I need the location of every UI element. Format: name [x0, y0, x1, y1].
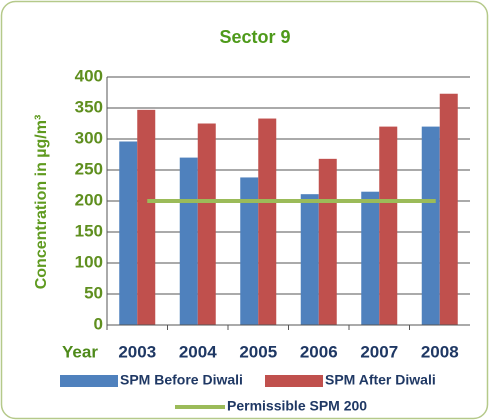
- legend-label: SPM After Diwali: [325, 372, 436, 388]
- y-axis-label: Concentration in µg/m³: [33, 115, 50, 290]
- bar: [379, 126, 398, 325]
- y-tick-label: 300: [75, 128, 103, 147]
- legend-label: Permissible SPM 200: [227, 398, 367, 414]
- y-tick-label: 200: [75, 190, 103, 209]
- bar: [119, 141, 138, 325]
- y-tick-label: 250: [75, 159, 103, 178]
- bar: [137, 109, 156, 325]
- x-tick-label: 2008: [421, 342, 459, 361]
- y-tick-label: 0: [94, 314, 103, 333]
- bar: [240, 177, 259, 325]
- x-tick-label: 2006: [300, 342, 338, 361]
- y-tick-label: 100: [75, 252, 103, 271]
- bar: [197, 123, 216, 325]
- bar: [361, 191, 380, 325]
- bar: [318, 158, 337, 325]
- legend-swatch: [60, 375, 118, 387]
- y-tick-label: 150: [75, 221, 103, 240]
- y-tick-label: 350: [75, 97, 103, 116]
- x-tick-label: 2007: [360, 342, 398, 361]
- bar: [258, 118, 277, 325]
- bar: [421, 126, 440, 325]
- bar: [179, 157, 198, 325]
- bar: [439, 93, 458, 326]
- y-tick-label: 400: [75, 66, 103, 85]
- legend-swatch: [265, 375, 323, 387]
- bar: [300, 194, 319, 325]
- y-tick-label: 50: [84, 283, 103, 302]
- x-tick-label: 2004: [179, 342, 217, 361]
- chart-title: Sector 9: [219, 27, 290, 47]
- x-tick-label: 2005: [239, 342, 277, 361]
- x-tick-label: 2003: [118, 342, 156, 361]
- legend-label: SPM Before Diwali: [120, 372, 243, 388]
- x-axis-label: Year: [62, 342, 98, 361]
